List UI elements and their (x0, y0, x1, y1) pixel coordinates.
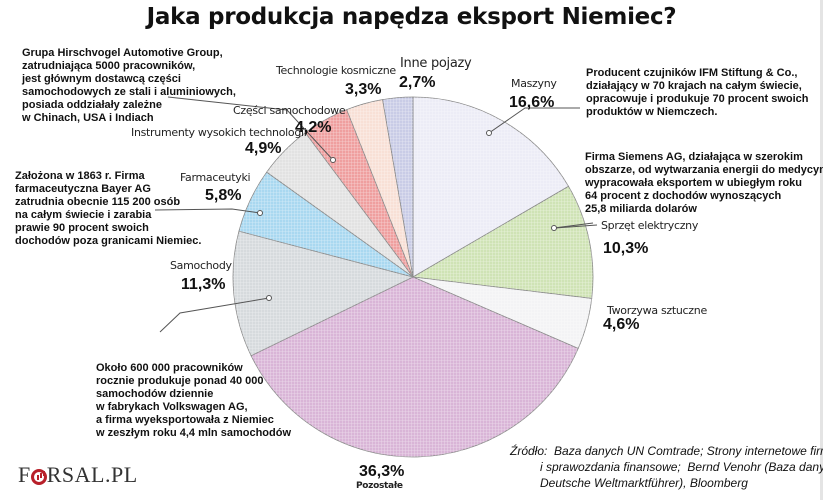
logo-text-pre: F (18, 462, 31, 487)
pct-tworzywa: 4,6% (603, 316, 640, 333)
label-technologie-kosmiczne: Technologie kosmiczne (276, 64, 396, 77)
pct-maszyny: 16,6% (509, 94, 555, 111)
chart-title: Jaka produkcja napędza eksport Niemiec? (146, 4, 677, 30)
label-tworzywa: Tworzywa sztuczne (607, 304, 707, 317)
pct-farmaceutyki: 5,8% (205, 187, 242, 204)
leader-lines (154, 96, 598, 333)
pie-slice-texture (382, 97, 413, 277)
note-siemens: Firma Siemens AG, działająca w szerokim … (585, 151, 823, 215)
pie-slice-texture (251, 277, 579, 458)
pie-slice-texture (232, 231, 413, 356)
pie-slice-texture (413, 277, 592, 349)
label-maszyny: Maszyny (511, 77, 557, 90)
note-ifm: Producent czujników IFM Stiftung & Co., … (586, 67, 809, 118)
pie-slice-texture (413, 97, 569, 277)
pie-slice-texture (305, 109, 413, 278)
pie-slice-texture (413, 186, 593, 299)
pie-slice-texture (238, 172, 413, 277)
pie-slice-texture (266, 132, 413, 277)
logo-text-post: RSAL.PL (46, 462, 138, 487)
pct-inne-pojazy: 2,7% (399, 74, 436, 91)
label-farmaceutyki: Farmaceutyki (180, 171, 251, 184)
note-bayer: Założona w 1863 r. Firma farmaceutyczna … (15, 170, 202, 247)
pct-instrumenty: 4,9% (245, 140, 282, 157)
source-note: Źródło: Baza danych UN Comtrade; Strony … (510, 444, 823, 490)
pie-slices (232, 96, 594, 458)
pct-czesci-samochodowe: 4,2% (295, 119, 332, 136)
pct-technologie-kosmiczne: 3,3% (345, 81, 382, 98)
label-instrumenty: Instrumenty wysokich technologii (131, 126, 307, 139)
pie-slice-texture (346, 99, 413, 277)
label-inne-pojazy: Inne pojazy (400, 56, 472, 71)
label-sprzet-elektryczny: Sprzęt elektryczny (601, 219, 699, 232)
label-pozostale: Pozostałe (356, 481, 403, 491)
note-volkswagen: Około 600 000 pracowników rocznie produk… (96, 362, 291, 439)
right-edge (820, 0, 823, 500)
label-samochody: Samochody (170, 259, 232, 272)
forsal-logo[interactable]: F RSAL.PL (18, 462, 138, 488)
pct-sprzet-elektryczny: 10,3% (603, 240, 649, 257)
note-hirschvogel: Grupa Hirschvogel Automotive Group, zatr… (22, 47, 236, 124)
pct-pozostale: 36,3% (359, 463, 405, 480)
label-czesci-samochodowe: Części samochodowe (233, 104, 346, 117)
logo-chart-icon (30, 469, 47, 485)
pct-samochody: 11,3% (181, 276, 226, 293)
